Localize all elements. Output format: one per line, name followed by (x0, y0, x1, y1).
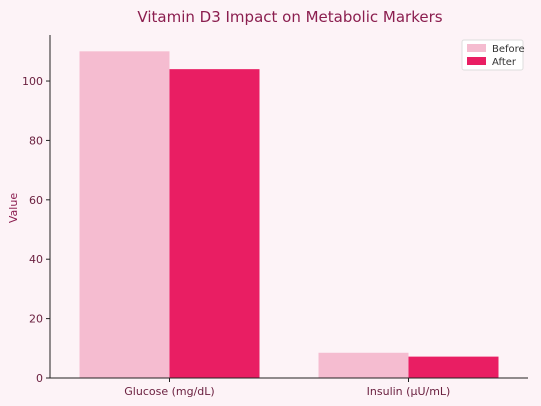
bar-before-0 (79, 51, 170, 378)
x-tick-label: Glucose (mg/dL) (124, 385, 214, 398)
legend: Before After (461, 39, 525, 71)
bar-after-1 (408, 356, 499, 378)
y-ticks: 0 20 40 60 80 100 (22, 75, 50, 385)
legend-label-after: After (492, 57, 517, 68)
y-tick-label: 40 (29, 253, 43, 266)
legend-swatch-before (467, 44, 486, 52)
x-tick-label: Insulin (μU/mL) (367, 385, 451, 398)
y-tick-label: 100 (22, 75, 43, 88)
bar-after-0 (169, 69, 260, 378)
y-tick-label: 60 (29, 194, 43, 207)
chart-title: Vitamin D3 Impact on Metabolic Markers (137, 8, 442, 26)
y-axis-label: Value (7, 193, 20, 223)
legend-label-before: Before (492, 44, 525, 55)
bars (79, 51, 499, 378)
legend-swatch-after (467, 57, 486, 65)
x-ticks: Glucose (mg/dL) Insulin (μU/mL) (124, 378, 450, 398)
y-tick-label: 80 (29, 134, 43, 147)
y-tick-label: 0 (36, 372, 43, 385)
y-tick-label: 20 (29, 313, 43, 326)
bar-before-1 (318, 352, 409, 378)
